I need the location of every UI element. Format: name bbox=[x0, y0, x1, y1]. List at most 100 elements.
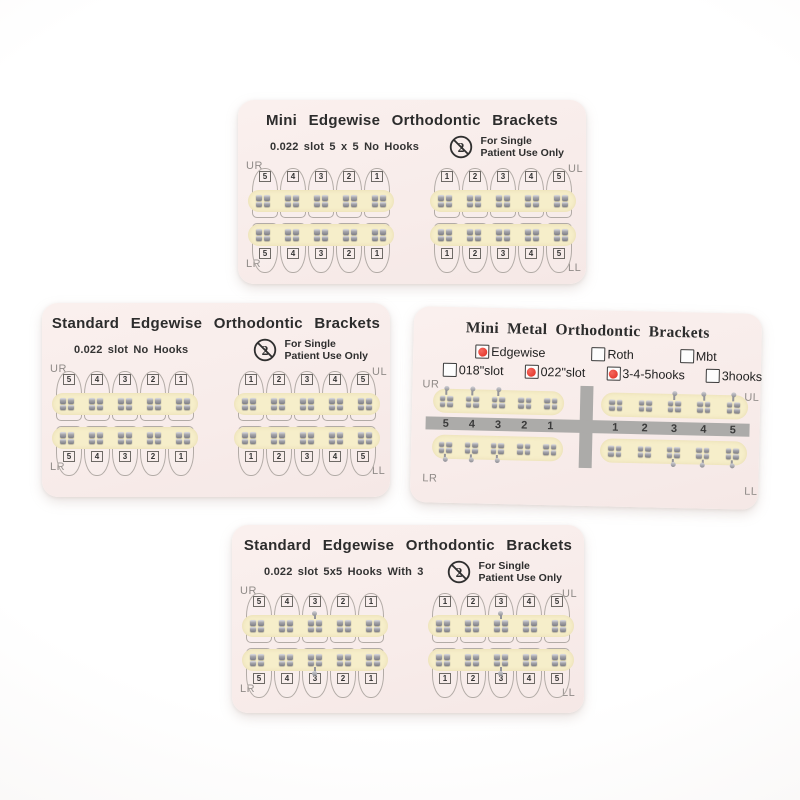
bracket-hook-icon bbox=[443, 453, 447, 459]
checkbox-checked-icon bbox=[475, 344, 490, 359]
bracket-pad bbox=[503, 229, 510, 235]
bracket-body bbox=[147, 398, 162, 410]
bracket-pad bbox=[241, 404, 248, 410]
bracket-pad bbox=[523, 660, 530, 666]
tooth-number-tag: 3 bbox=[301, 374, 313, 385]
quadrant-label-ll: LL bbox=[568, 262, 582, 274]
bracket-body bbox=[307, 620, 322, 632]
bracket bbox=[666, 446, 681, 464]
checkbox-item: 018"slot bbox=[442, 362, 504, 378]
quadrant-lower-left: 5 4 3 2 1 bbox=[52, 426, 198, 478]
bracket-pad bbox=[366, 438, 373, 444]
bracket bbox=[465, 389, 480, 408]
bracket-pad bbox=[464, 447, 471, 453]
bracket-pad bbox=[446, 447, 452, 453]
card-subtitle: 0.022 slot 5 x 5 No Hooks bbox=[270, 141, 420, 153]
bracket-pad bbox=[466, 229, 473, 235]
bracket-pad bbox=[292, 235, 299, 241]
bracket-pad bbox=[343, 201, 350, 207]
bracket-pad bbox=[560, 620, 567, 626]
bracket-body bbox=[491, 396, 506, 408]
bracket-hook-icon bbox=[312, 610, 318, 619]
card-title: Mini Metal Orthodontic Brackets bbox=[465, 319, 710, 342]
bracket-pad bbox=[313, 235, 320, 241]
bracket bbox=[88, 432, 103, 444]
bracket-body bbox=[241, 432, 256, 444]
bracket-pad bbox=[495, 201, 502, 207]
bracket-pad bbox=[315, 620, 322, 626]
tooth-number-tag: 2 bbox=[343, 171, 355, 182]
bar-number: 4 bbox=[700, 423, 707, 436]
card-info-row: 0.022 slot 5x5 Hooks With 3 2 For SinglePa… bbox=[232, 554, 584, 585]
bracket-pad bbox=[474, 229, 481, 235]
bracket-pad bbox=[278, 438, 285, 444]
bracket-strip bbox=[430, 190, 576, 212]
bracket-pad bbox=[67, 404, 74, 410]
bracket-body bbox=[176, 398, 191, 410]
bracket-body bbox=[525, 195, 540, 207]
bracket-pad bbox=[562, 235, 569, 241]
bracket-pad bbox=[666, 452, 673, 458]
tooth-number-tag: 3 bbox=[309, 596, 321, 607]
card-standard-edgewise-no-hooks: Standard Edgewise Orthodontic Brackets 0.… bbox=[42, 303, 390, 497]
bracket-pad bbox=[374, 660, 381, 666]
bracket-pad bbox=[533, 195, 540, 201]
bracket-pad bbox=[493, 626, 500, 632]
bracket-pad bbox=[466, 195, 473, 201]
bracket-pad bbox=[525, 201, 532, 207]
bracket-pad bbox=[358, 404, 365, 410]
bracket-strip bbox=[428, 649, 574, 676]
bracket-pad bbox=[380, 201, 387, 207]
bracket-body bbox=[270, 398, 285, 410]
quadrant-label-ll: LL bbox=[744, 485, 758, 498]
bracket bbox=[491, 390, 506, 408]
bracket-pad bbox=[472, 441, 478, 448]
tooth-number-tag: 1 bbox=[441, 171, 453, 182]
bracket-pad bbox=[464, 620, 471, 626]
bracket-pad bbox=[155, 398, 162, 404]
bracket-hook-icon bbox=[496, 454, 499, 460]
bracket-strip bbox=[248, 190, 394, 212]
bracket-pad bbox=[472, 660, 479, 666]
bracket-pad bbox=[524, 443, 531, 449]
bracket-pad bbox=[321, 195, 328, 201]
bracket-body bbox=[465, 395, 480, 408]
bracket-pad bbox=[184, 432, 191, 438]
bracket-pad bbox=[249, 398, 256, 404]
bracket-pad bbox=[67, 398, 74, 404]
bracket-strip bbox=[242, 649, 388, 676]
bracket bbox=[466, 229, 481, 241]
bracket bbox=[437, 195, 452, 207]
bracket bbox=[554, 229, 569, 241]
bracket bbox=[552, 620, 567, 632]
tooth-number-tag: 3 bbox=[315, 171, 327, 182]
tooth-number-tag: 5 bbox=[553, 248, 565, 259]
bracket-pad bbox=[531, 660, 538, 666]
bracket-pad bbox=[525, 229, 532, 235]
bracket-pad bbox=[263, 195, 270, 201]
bracket-pad bbox=[315, 660, 322, 666]
bracket bbox=[517, 442, 531, 455]
bracket-pad bbox=[552, 626, 559, 632]
tooth-number-tag: 4 bbox=[281, 673, 293, 684]
bracket-pad bbox=[147, 404, 154, 410]
bracket-pad bbox=[184, 398, 191, 404]
bracket-pad bbox=[241, 398, 248, 404]
bracket-pad bbox=[503, 235, 510, 241]
bracket-pad bbox=[299, 398, 306, 404]
bracket-body bbox=[667, 400, 682, 412]
bracket-pad bbox=[270, 438, 277, 444]
bracket-pad bbox=[278, 398, 285, 404]
bracket-pad bbox=[667, 406, 674, 412]
bracket bbox=[307, 654, 322, 676]
bracket bbox=[490, 442, 505, 460]
bracket-pad bbox=[270, 398, 277, 404]
tooth-number-tag: 1 bbox=[439, 596, 451, 607]
bracket-pad bbox=[726, 407, 733, 413]
bracket-body bbox=[666, 446, 681, 458]
bracket-body bbox=[59, 398, 74, 410]
bracket-pad bbox=[646, 399, 652, 405]
bracket-body bbox=[249, 654, 264, 666]
